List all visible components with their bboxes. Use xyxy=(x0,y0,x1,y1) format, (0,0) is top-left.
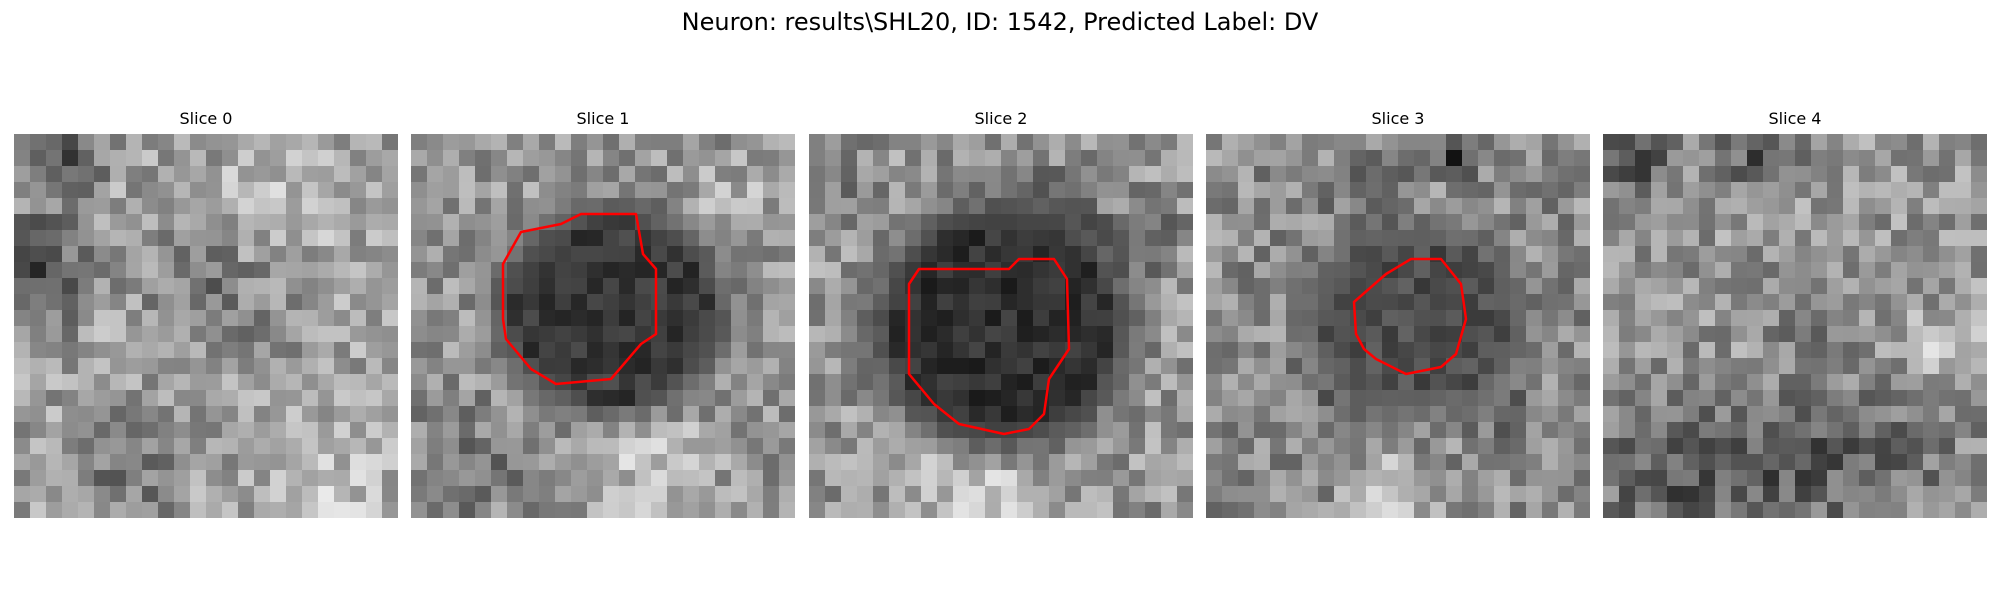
pixel-mosaic xyxy=(1603,134,1987,518)
slice-2-title: Slice 2 xyxy=(974,109,1028,128)
slice-3-image xyxy=(1206,134,1590,518)
slice-1-title: Slice 1 xyxy=(576,109,630,128)
slice-3-roi-contour xyxy=(1352,257,1468,376)
slice-3-title: Slice 3 xyxy=(1371,109,1425,128)
slice-1-image xyxy=(411,134,795,518)
pixel-mosaic xyxy=(411,134,795,518)
pixel-mosaic xyxy=(809,134,1193,518)
figure-title: Neuron: results\SHL20, ID: 1542, Predict… xyxy=(681,8,1319,36)
slice-4-image xyxy=(1603,134,1987,518)
slice-1-roi-contour xyxy=(501,212,658,386)
slice-0-title: Slice 0 xyxy=(179,109,233,128)
slice-4-pixel-grid xyxy=(1603,134,1987,518)
pixel-mosaic xyxy=(1206,134,1590,518)
slice-1-pixel-grid xyxy=(411,134,795,518)
slice-0-pixel-grid xyxy=(14,134,398,518)
slice-3-pixel-grid xyxy=(1206,134,1590,518)
slice-0-image xyxy=(14,134,398,518)
pixel-mosaic xyxy=(14,134,398,518)
slice-4-title: Slice 4 xyxy=(1768,109,1822,128)
slice-2-roi-contour xyxy=(907,257,1071,436)
slice-2-pixel-grid xyxy=(809,134,1193,518)
slice-2-image xyxy=(809,134,1193,518)
